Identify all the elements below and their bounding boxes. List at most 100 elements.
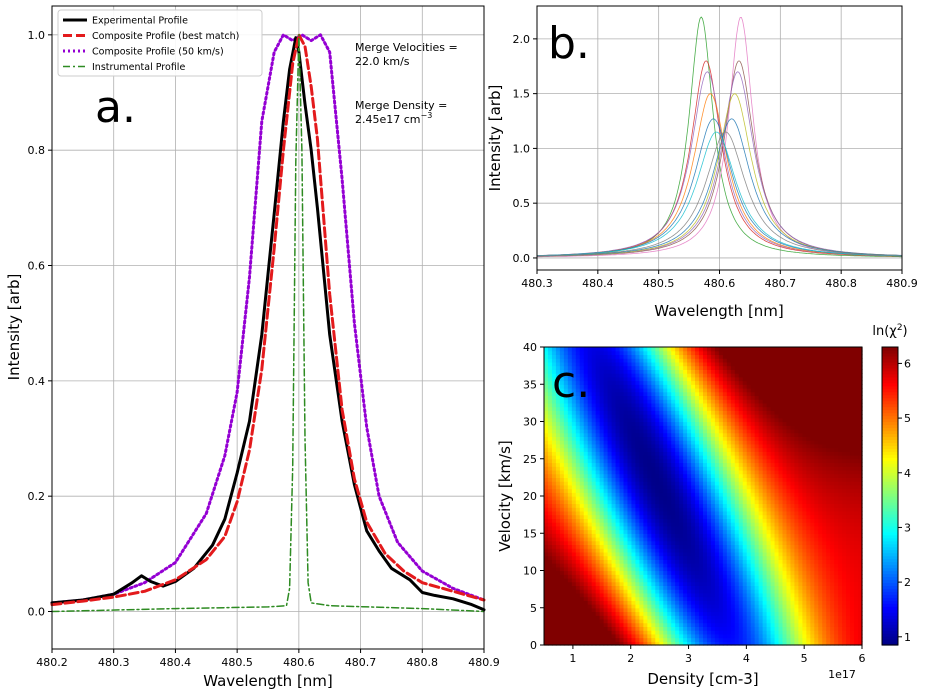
heatmap-cell	[547, 577, 553, 583]
heatmap-cell	[579, 358, 585, 363]
heatmap-cell	[579, 533, 585, 538]
heatmap-cell	[699, 451, 704, 456]
heatmap-cell	[571, 596, 577, 601]
heatmap-cell	[655, 373, 660, 378]
heatmap-cell	[730, 622, 736, 627]
heatmap-cell	[655, 592, 660, 598]
heatmap-cell	[567, 630, 573, 635]
heatmap-cell	[742, 443, 748, 449]
heatmap-cell	[655, 417, 660, 423]
heatmap-cell	[734, 462, 740, 467]
heatmap-cell	[611, 555, 617, 560]
heatmap-cell	[667, 361, 672, 367]
heatmap-cell	[683, 436, 688, 441]
heatmap-cell	[659, 630, 664, 635]
heatmap-cell	[635, 380, 640, 385]
heatmap-cell	[691, 596, 696, 601]
heatmap-cell	[567, 574, 573, 579]
heatmap-cell	[667, 615, 672, 620]
heatmap-cell	[599, 469, 605, 475]
heatmap-cell	[679, 641, 684, 646]
heatmap-cell	[643, 484, 648, 490]
heatmap-cell	[611, 626, 617, 631]
heatmap-cell	[631, 410, 637, 415]
heatmap-cell	[663, 510, 668, 516]
heatmap-cell	[595, 458, 601, 464]
heatmap-cell	[726, 347, 732, 352]
heatmap-cell	[567, 496, 573, 501]
heatmap-cell	[738, 384, 744, 389]
heatmap-cell	[607, 641, 613, 646]
heatmap-cell	[611, 425, 617, 430]
heatmap-cell	[738, 589, 744, 594]
heatmap-cell	[710, 499, 716, 505]
heatmap-cell	[754, 581, 760, 586]
panel-b-xtick-label: 480.9	[886, 277, 918, 290]
heatmap-cell	[782, 585, 788, 590]
heatmap-cell	[555, 566, 561, 572]
heatmap-cell	[611, 563, 617, 568]
heatmap-cell	[742, 387, 748, 393]
heatmap-cell	[762, 384, 768, 389]
heatmap-cell	[635, 410, 640, 415]
heatmap-cell	[544, 641, 549, 646]
heatmap-cell	[726, 406, 732, 411]
heatmap-cell	[714, 399, 720, 404]
heatmap-cell	[782, 488, 788, 493]
heatmap-cell	[655, 354, 660, 359]
heatmap-cell	[571, 481, 577, 486]
heatmap-cell	[547, 574, 553, 579]
heatmap-cell	[778, 618, 784, 624]
heatmap-cell	[762, 618, 768, 624]
heatmap-cell	[627, 395, 633, 400]
heatmap-cell	[627, 641, 633, 646]
profile-line-11	[536, 131, 902, 257]
heatmap-cell	[738, 514, 744, 519]
heatmap-cell	[555, 365, 561, 370]
heatmap-cell	[571, 358, 577, 363]
heatmap-cell	[750, 618, 756, 624]
heatmap-cell	[778, 522, 784, 527]
heatmap-cell	[706, 563, 712, 568]
heatmap-cell	[714, 622, 720, 627]
heatmap-cell	[583, 384, 589, 389]
heatmap-cell	[587, 406, 593, 411]
heatmap-cell	[559, 626, 565, 631]
heatmap-cell	[619, 496, 625, 501]
heatmap-cell	[555, 410, 561, 415]
heatmap-cell	[623, 522, 629, 527]
heatmap-cell	[774, 503, 780, 508]
heatmap-cell	[762, 402, 768, 408]
heatmap-cell	[734, 458, 740, 464]
heatmap-cell	[595, 428, 601, 434]
heatmap-cell	[703, 555, 708, 560]
heatmap-cell	[687, 544, 692, 549]
heatmap-cell	[631, 373, 637, 378]
heatmap-cell	[687, 622, 692, 627]
heatmap-cell	[710, 611, 716, 616]
heatmap-cell	[635, 607, 640, 613]
heatmap-cell	[699, 462, 704, 467]
heatmap-cell	[695, 585, 700, 590]
heatmap-cell	[583, 440, 589, 445]
heatmap-cell	[547, 518, 553, 523]
heatmap-cell	[544, 354, 549, 359]
heatmap-cell	[675, 387, 680, 393]
heatmap-cell	[559, 395, 565, 400]
heatmap-cell	[551, 615, 557, 620]
heatmap-cell	[615, 563, 621, 568]
heatmap-cell	[583, 488, 589, 493]
heatmap-cell	[555, 451, 561, 456]
heatmap-cell	[607, 481, 613, 486]
heatmap-cell	[631, 365, 637, 370]
heatmap-cell	[710, 548, 716, 553]
heatmap-cell	[575, 570, 581, 575]
heatmap-cell	[679, 395, 684, 400]
heatmap-cell	[738, 443, 744, 449]
heatmap-cell	[595, 529, 601, 534]
heatmap-cell	[671, 611, 676, 616]
heatmap-cell	[671, 347, 676, 352]
heatmap-cell	[663, 589, 668, 594]
heatmap-cell	[734, 473, 740, 478]
heatmap-cell	[583, 592, 589, 598]
